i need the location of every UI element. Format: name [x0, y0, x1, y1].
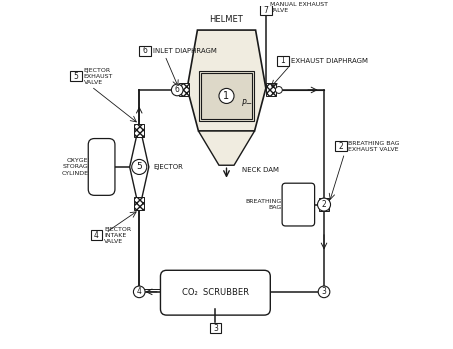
- Text: 3: 3: [213, 324, 218, 333]
- Bar: [335, 141, 347, 151]
- Text: 7: 7: [263, 6, 268, 15]
- Circle shape: [132, 159, 147, 174]
- Text: 4: 4: [137, 287, 142, 296]
- Polygon shape: [130, 124, 149, 210]
- Bar: [134, 124, 145, 137]
- FancyBboxPatch shape: [88, 139, 115, 195]
- Text: INLET DIAPHRAGM: INLET DIAPHRAGM: [153, 47, 217, 54]
- Bar: [319, 198, 329, 211]
- Text: 5: 5: [136, 162, 142, 171]
- Text: 4: 4: [94, 231, 99, 240]
- Text: 3: 3: [322, 287, 327, 296]
- Circle shape: [318, 286, 330, 298]
- Text: EJECTOR
EXHAUST
VALVE: EJECTOR EXHAUST VALVE: [83, 68, 113, 85]
- Circle shape: [318, 198, 331, 211]
- Text: BREATHING BAG
EXHAUST VALVE: BREATHING BAG EXHAUST VALVE: [348, 141, 400, 152]
- Circle shape: [219, 88, 234, 103]
- Bar: [134, 197, 145, 210]
- Text: 2: 2: [339, 142, 343, 151]
- Bar: [277, 56, 289, 66]
- Bar: [260, 5, 272, 15]
- Text: MANUAL EXHAUST
VALVE: MANUAL EXHAUST VALVE: [270, 2, 328, 13]
- Text: 5: 5: [73, 72, 78, 81]
- Bar: [91, 230, 102, 240]
- Text: EJECTOR: EJECTOR: [153, 164, 183, 170]
- Circle shape: [134, 286, 145, 298]
- Text: 2: 2: [322, 200, 327, 209]
- Bar: [266, 83, 276, 96]
- Text: BREATHING
BAG: BREATHING BAG: [246, 199, 282, 210]
- Text: P−: P−: [242, 99, 253, 108]
- Text: EJECTOR
INTAKE
VALVE: EJECTOR INTAKE VALVE: [104, 227, 131, 244]
- Text: CO₂  SCRUBBER: CO₂ SCRUBBER: [182, 288, 249, 297]
- Text: OXYGEN
STORAGE
CYLINDER: OXYGEN STORAGE CYLINDER: [62, 158, 93, 176]
- Text: 6: 6: [175, 86, 180, 95]
- Circle shape: [171, 84, 183, 96]
- Text: 1: 1: [280, 57, 285, 65]
- Polygon shape: [187, 30, 266, 131]
- Text: NECK DAM: NECK DAM: [242, 168, 279, 173]
- Bar: [178, 83, 189, 96]
- Text: EXHAUST DIAPHRAGM: EXHAUST DIAPHRAGM: [291, 58, 368, 64]
- Text: 6: 6: [143, 46, 148, 55]
- FancyBboxPatch shape: [282, 183, 315, 226]
- Bar: [201, 73, 252, 119]
- FancyBboxPatch shape: [160, 270, 270, 315]
- Text: 1: 1: [223, 91, 230, 101]
- Circle shape: [275, 87, 282, 94]
- Bar: [70, 71, 82, 81]
- Bar: [199, 71, 254, 121]
- Polygon shape: [198, 131, 255, 165]
- Bar: [139, 46, 151, 55]
- Bar: [210, 323, 221, 333]
- Text: HELMET: HELMET: [210, 15, 243, 24]
